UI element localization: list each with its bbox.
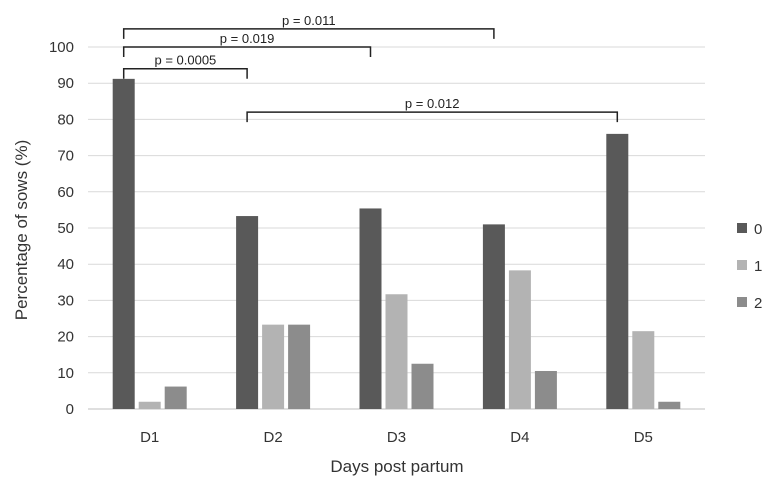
bar-series-0-D5 xyxy=(606,133,629,409)
y-tick-label: 100 xyxy=(49,39,74,56)
x-tick-labels: D1 D2 D3 D4 D5 xyxy=(140,429,653,446)
bar-series-2-D2 xyxy=(288,324,311,409)
bar-series-1-D3 xyxy=(385,294,408,409)
x-tick-label: D3 xyxy=(387,429,406,446)
y-tick-label: 10 xyxy=(57,365,74,382)
legend-swatch xyxy=(737,223,747,233)
x-tick-label: D5 xyxy=(634,429,653,446)
significance-bracket xyxy=(246,111,619,123)
y-tick-label: 70 xyxy=(57,148,74,165)
bar-series-0-D3 xyxy=(359,208,382,409)
y-tick-labels: 0 10 20 30 40 50 60 70 80 90 100 xyxy=(49,39,74,418)
legend-label: 1 xyxy=(754,258,762,275)
bars xyxy=(112,78,681,409)
bar-series-1-D5 xyxy=(632,331,655,409)
bar-series-2-D4 xyxy=(534,370,557,409)
x-tick-label: D4 xyxy=(510,429,529,446)
bar-series-0-D4 xyxy=(482,224,505,409)
legend-label: 2 xyxy=(754,295,762,312)
significance-bracket xyxy=(122,46,372,57)
y-axis-title: Percentage of sows (%) xyxy=(12,140,31,320)
p-value-label: p = 0.012 xyxy=(405,96,460,111)
y-tick-label: 80 xyxy=(57,111,74,128)
bar-series-1-D2 xyxy=(262,324,285,409)
significance-brackets: p = 0.011 p = 0.019 p = 0.0005 p = 0.012 xyxy=(122,13,619,123)
y-tick-label: 60 xyxy=(57,184,74,201)
y-tick-label: 0 xyxy=(66,401,74,418)
p-value-label: p = 0.011 xyxy=(282,13,336,28)
y-tick-label: 30 xyxy=(57,292,74,309)
p-value-label: p = 0.019 xyxy=(220,31,275,46)
y-tick-label: 90 xyxy=(57,75,74,92)
legend-swatch xyxy=(737,297,747,307)
y-tick-label: 20 xyxy=(57,329,74,346)
bar-series-0-D1 xyxy=(112,78,135,409)
x-axis-title: Days post partum xyxy=(330,457,463,476)
y-tick-label: 40 xyxy=(57,256,74,273)
bar-series-0-D2 xyxy=(236,216,259,409)
bar-series-1-D1 xyxy=(138,401,161,409)
legend: 0 1 2 xyxy=(737,221,762,312)
legend-swatch xyxy=(737,260,747,270)
x-tick-label: D1 xyxy=(140,429,159,446)
y-tick-label: 50 xyxy=(57,220,74,237)
x-tick-label: D2 xyxy=(264,429,283,446)
significance-bracket xyxy=(122,67,248,79)
bar-series-1-D4 xyxy=(508,270,531,409)
p-value-label: p = 0.0005 xyxy=(154,53,216,68)
legend-label: 0 xyxy=(754,221,762,238)
bar-series-2-D1 xyxy=(164,386,187,409)
bar-series-2-D5 xyxy=(658,401,681,409)
bar-series-2-D3 xyxy=(411,363,434,409)
significance-bracket xyxy=(122,28,495,39)
